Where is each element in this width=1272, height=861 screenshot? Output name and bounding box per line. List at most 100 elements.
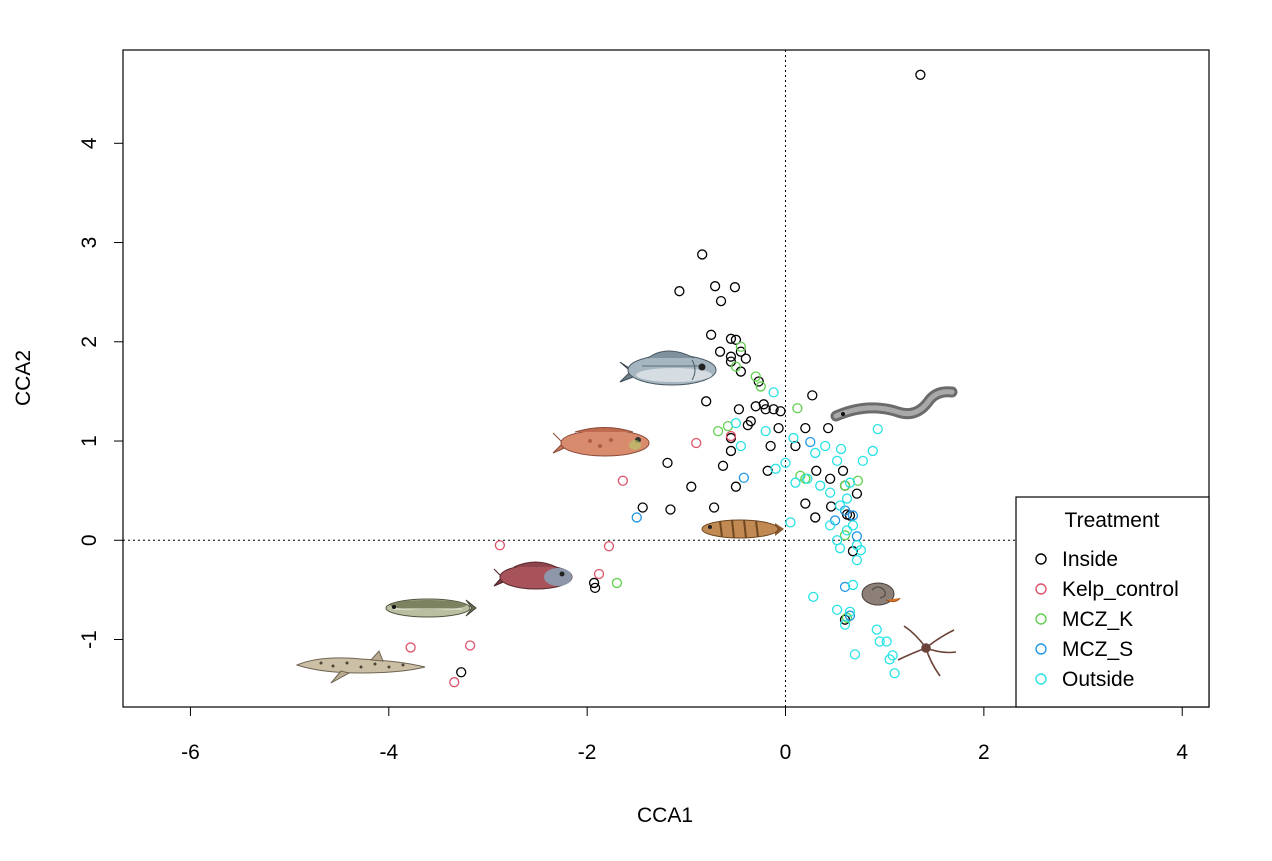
- x-tick-label: 4: [1176, 741, 1188, 764]
- point-mcz-k: [735, 341, 747, 352]
- point-inside: [800, 498, 811, 509]
- point-outside: [834, 500, 846, 511]
- point-outside: [841, 493, 853, 504]
- x-tick-label: 2: [978, 741, 990, 764]
- point-outside: [824, 520, 836, 531]
- point-outside: [871, 624, 882, 635]
- point-outside: [867, 445, 878, 457]
- point-mcz-k: [750, 371, 761, 382]
- point-inside: [742, 419, 753, 431]
- point-kelp-control: [449, 677, 460, 688]
- point-mcz-s: [847, 510, 859, 521]
- point-mcz-k: [852, 475, 864, 486]
- legend-marker-inside: [1035, 553, 1047, 565]
- point-inside: [740, 353, 751, 364]
- point-inside: [701, 396, 712, 407]
- point-outside: [788, 432, 799, 444]
- legend-box: [1015, 496, 1210, 708]
- point-inside: [810, 512, 821, 523]
- y-tick-label: 0: [78, 534, 101, 546]
- point-outside: [820, 440, 831, 452]
- point-inside: [709, 281, 721, 292]
- point-outside: [835, 443, 847, 455]
- point-outside: [872, 423, 883, 435]
- point-mcz-k: [792, 403, 803, 414]
- y-tick-label: 3: [78, 237, 101, 249]
- point-inside: [915, 69, 926, 80]
- point-inside: [456, 667, 467, 678]
- wrasse-icon: [552, 427, 650, 457]
- x-tick-label: -6: [181, 741, 200, 764]
- point-inside: [665, 504, 676, 515]
- point-inside: [733, 404, 745, 415]
- point-outside: [760, 425, 771, 437]
- point-outside: [844, 606, 856, 617]
- point-outside: [881, 636, 892, 647]
- y-tick-label: 1: [78, 435, 101, 447]
- point-inside: [717, 460, 729, 471]
- rockfish-icon: [493, 561, 573, 590]
- point-inside: [730, 481, 742, 492]
- point-inside: [662, 457, 673, 469]
- point-inside: [758, 399, 769, 410]
- point-outside: [857, 455, 869, 467]
- x-tick-label: 0: [780, 741, 792, 764]
- point-inside: [637, 502, 648, 513]
- point-inside: [715, 295, 727, 307]
- point-inside: [760, 404, 771, 415]
- point-inside: [725, 333, 737, 344]
- point-mcz-k: [712, 425, 724, 437]
- point-kelp-control: [691, 437, 702, 449]
- legend-label-mcz-s: MCZ_S: [1062, 638, 1133, 661]
- point-inside: [686, 481, 697, 492]
- point-outside: [849, 649, 861, 660]
- y-tick-label: 4: [78, 137, 101, 149]
- x-axis-label: CCA1: [637, 804, 693, 827]
- point-inside: [729, 282, 741, 293]
- point-inside: [708, 502, 720, 513]
- point-inside: [824, 473, 836, 484]
- point-mcz-s: [839, 581, 851, 593]
- point-inside: [714, 346, 726, 357]
- legend-label-inside: Inside: [1062, 548, 1118, 571]
- point-inside: [768, 404, 779, 415]
- point-mcz-k: [795, 470, 806, 481]
- x-tick-label: -4: [379, 741, 398, 764]
- point-mcz-k: [839, 480, 851, 491]
- brittlestar-icon: [897, 625, 957, 677]
- point-outside: [841, 525, 853, 536]
- point-kelp-control: [617, 475, 629, 486]
- y-axis-label: CCA2: [12, 350, 35, 406]
- point-outside: [730, 418, 742, 429]
- point-inside: [837, 465, 849, 476]
- point-inside: [825, 501, 837, 512]
- legend-title: Treatment: [1065, 509, 1160, 532]
- point-inside: [765, 440, 776, 452]
- y-axis: -1 0 1 2 3 4: [78, 137, 124, 649]
- point-inside: [725, 445, 737, 457]
- point-mcz-k: [841, 612, 853, 623]
- dogfish-icon: [295, 650, 426, 684]
- point-outside: [855, 545, 867, 556]
- point-mcz-s: [805, 436, 816, 448]
- point-outside: [844, 477, 856, 488]
- point-kelp-control: [725, 430, 737, 442]
- species-illustrations: [295, 350, 958, 684]
- point-outside: [839, 619, 851, 630]
- x-tick-label: -2: [578, 741, 597, 764]
- point-mcz-k: [730, 361, 742, 372]
- point-outside: [780, 457, 791, 469]
- point-outside: [785, 517, 796, 528]
- point-inside: [735, 366, 747, 377]
- point-outside: [851, 554, 863, 566]
- point-mcz-s: [844, 610, 856, 621]
- whelk-icon: [861, 582, 901, 606]
- point-outside: [735, 440, 747, 452]
- point-outside: [831, 604, 843, 615]
- point-inside: [674, 286, 685, 297]
- point-outside: [889, 668, 900, 679]
- legend-label-kelp-control: Kelp_control: [1062, 578, 1179, 601]
- point-outside: [887, 650, 898, 661]
- point-inside: [589, 582, 601, 594]
